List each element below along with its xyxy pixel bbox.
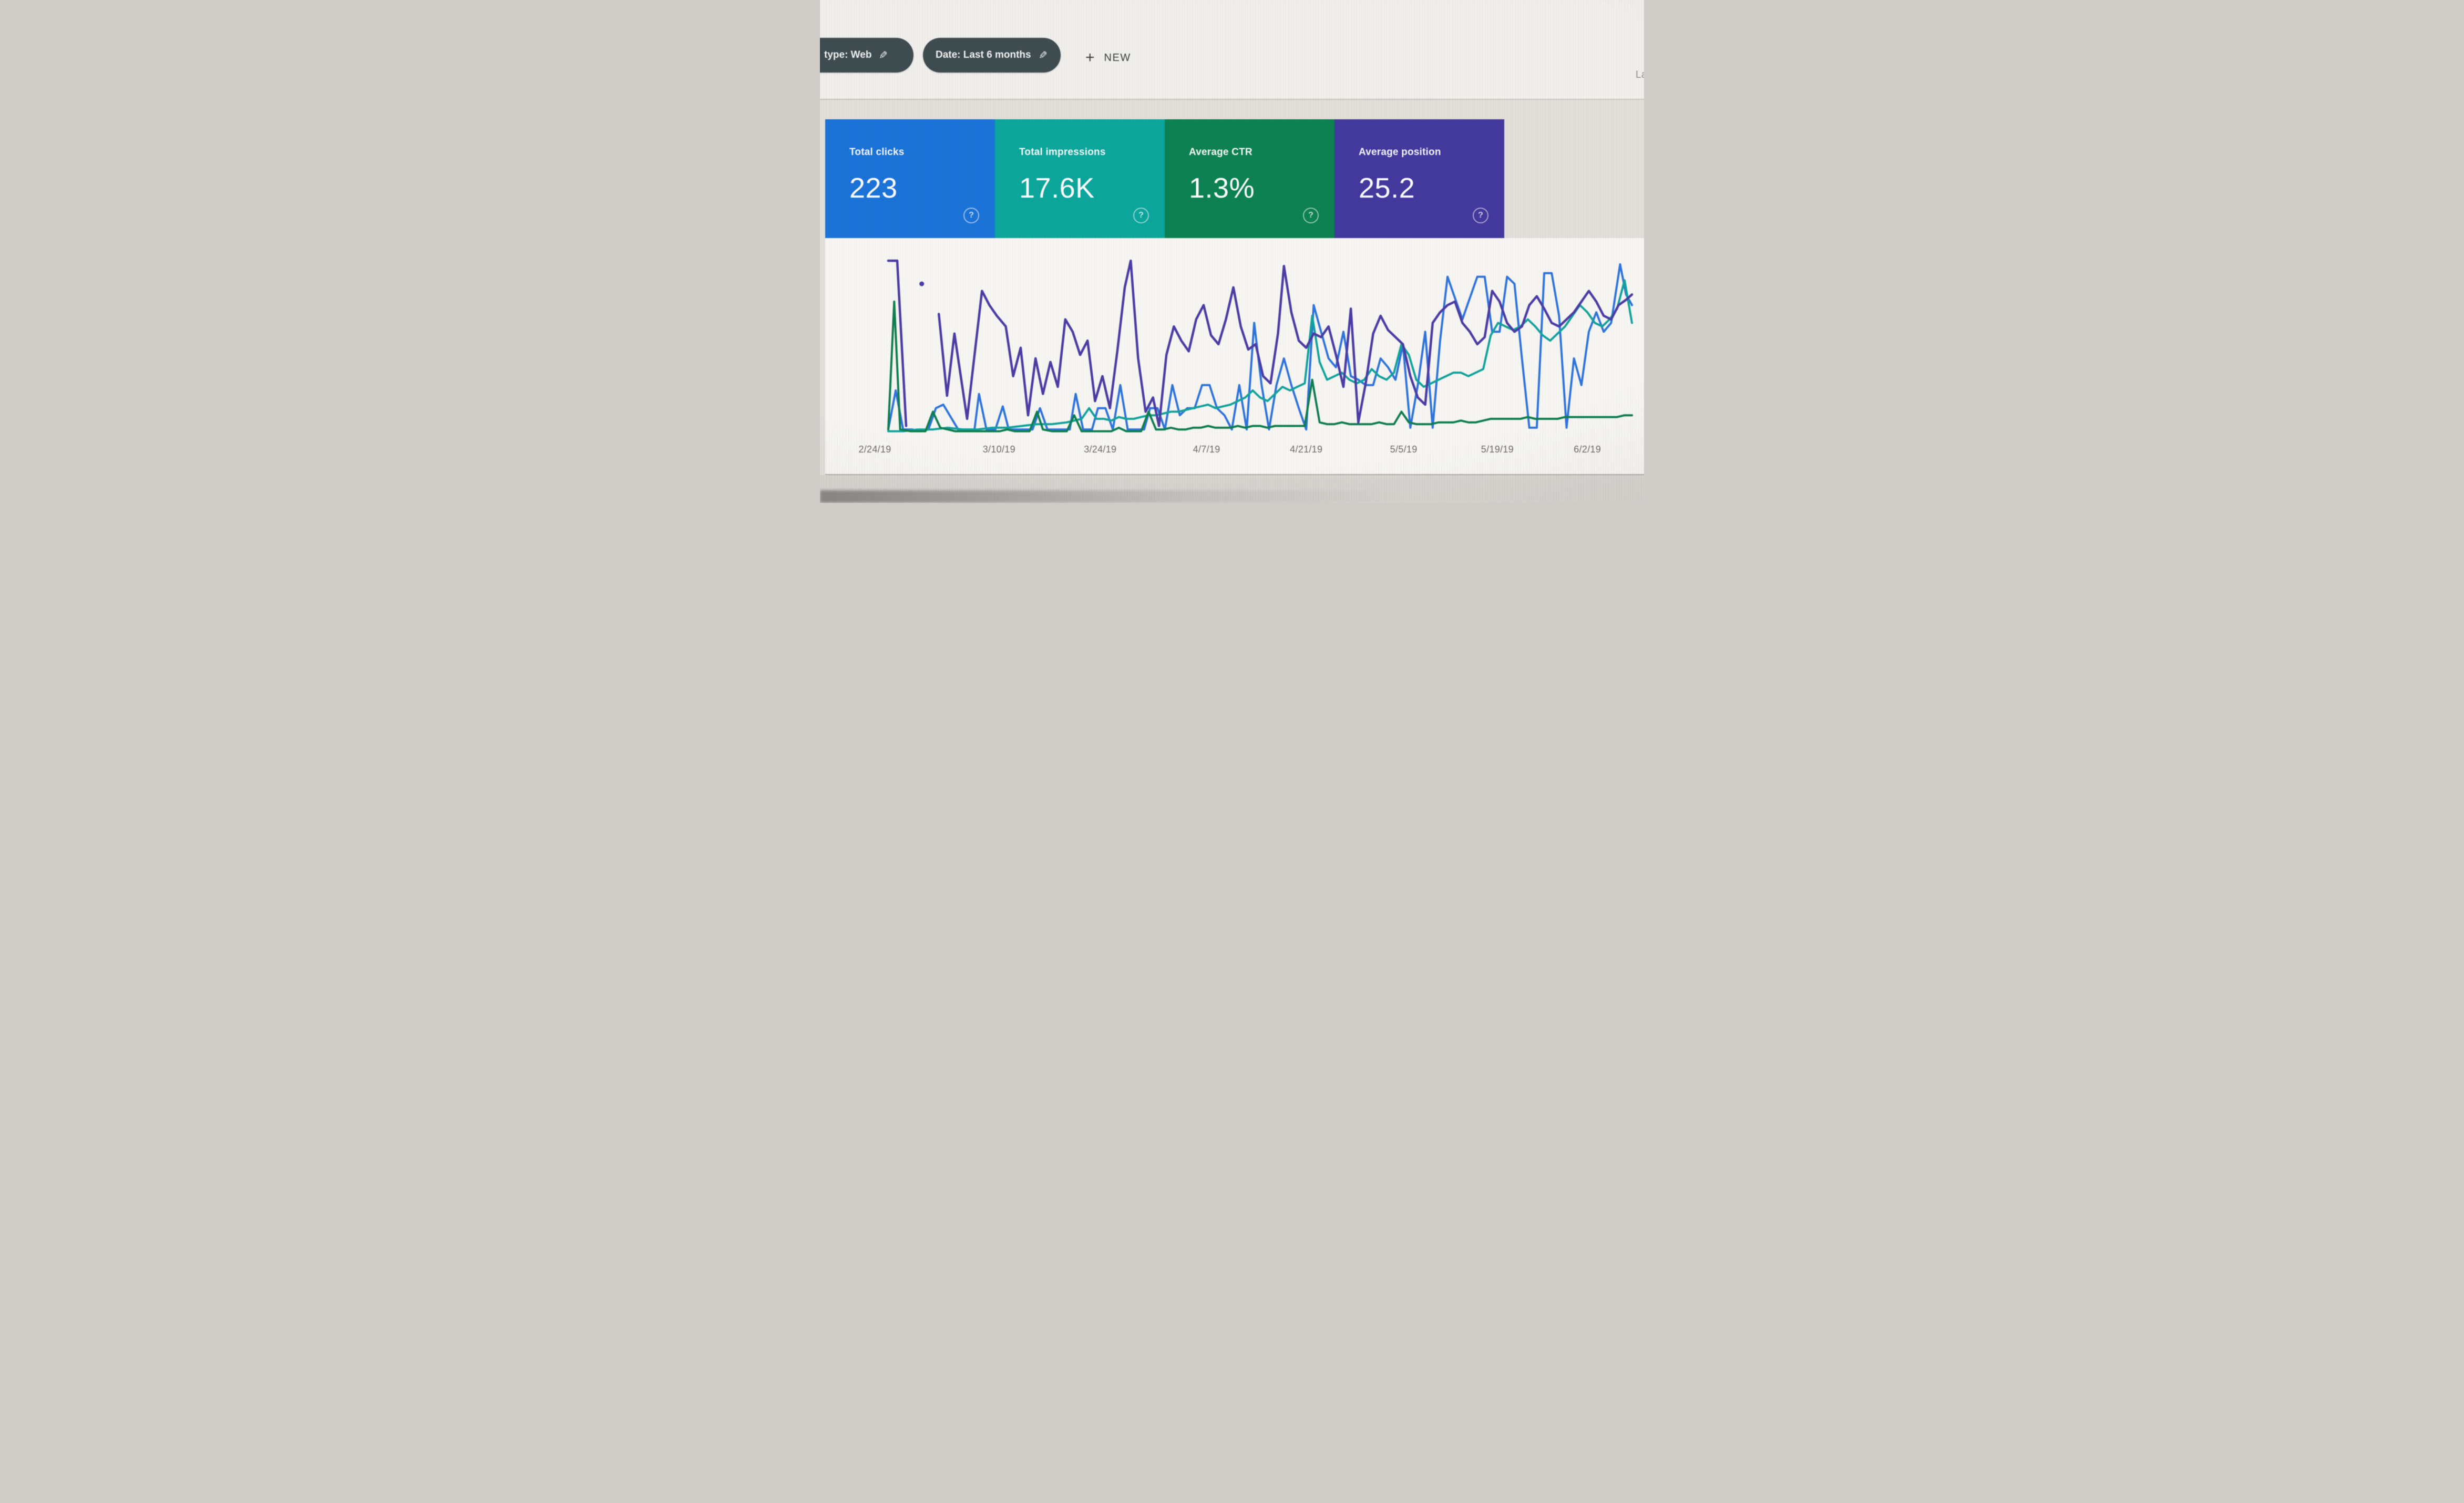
metric-tile-total-impressions[interactable]: Total impressions 17.6K ? bbox=[995, 119, 1165, 238]
date-range-chip-label: Date: Last 6 months bbox=[936, 49, 1031, 60]
series-line-position bbox=[937, 259, 1634, 427]
metric-label: Total impressions bbox=[1019, 147, 1106, 158]
help-icon[interactable]: ? bbox=[1133, 208, 1149, 223]
x-axis-labels: 2/24/19 3/10/19 3/24/19 4/7/19 4/21/19 5… bbox=[825, 238, 1644, 474]
toolbar: type: Web ✎ Date: Last 6 months ✎ + NEW … bbox=[820, 0, 1644, 99]
performance-chart-panel: 2/24/19 3/10/19 3/24/19 4/7/19 4/21/19 5… bbox=[825, 238, 1644, 475]
x-axis-tick-label: 3/10/19 bbox=[982, 444, 1015, 455]
new-filter-button[interactable]: + NEW bbox=[1085, 47, 1131, 68]
metric-label: Total clicks bbox=[849, 147, 905, 158]
performance-line-chart[interactable] bbox=[887, 250, 1634, 436]
search-type-chip-label: type: Web bbox=[824, 49, 872, 60]
toolbar-divider bbox=[820, 99, 1644, 100]
metric-value: 1.3% bbox=[1189, 172, 1255, 204]
edit-pencil-icon[interactable]: ✎ bbox=[1038, 49, 1048, 61]
new-button-label: NEW bbox=[1104, 52, 1131, 64]
metric-value: 17.6K bbox=[1019, 172, 1095, 204]
series-line-ctr bbox=[887, 300, 1633, 433]
search-console-performance-screen: type: Web ✎ Date: Last 6 months ✎ + NEW … bbox=[820, 0, 1644, 503]
help-icon[interactable]: ? bbox=[963, 208, 979, 223]
date-range-filter-chip[interactable]: Date: Last 6 months ✎ bbox=[923, 38, 1061, 73]
metric-tile-average-ctr[interactable]: Average CTR 1.3% ? bbox=[1165, 119, 1334, 238]
metric-tile-total-clicks[interactable]: Total clicks 223 ? bbox=[825, 119, 995, 238]
plus-icon: + bbox=[1085, 49, 1095, 66]
search-type-filter-chip[interactable]: type: Web ✎ bbox=[820, 38, 913, 73]
x-axis-tick-label: 5/5/19 bbox=[1390, 444, 1418, 455]
x-axis-tick-label: 2/24/19 bbox=[858, 444, 891, 455]
x-axis-tick-label: 4/7/19 bbox=[1193, 444, 1220, 455]
series-line-clicks bbox=[887, 263, 1633, 433]
help-icon[interactable]: ? bbox=[1303, 208, 1319, 223]
metric-label: Average CTR bbox=[1189, 147, 1252, 158]
x-axis-tick-label: 5/19/19 bbox=[1481, 444, 1514, 455]
metric-tiles: Total clicks 223 ? Total impressions 17.… bbox=[825, 119, 1504, 238]
metric-value: 223 bbox=[849, 172, 898, 204]
series-line-position bbox=[887, 259, 908, 427]
truncated-right-text: La bbox=[1635, 69, 1644, 80]
x-axis-tick-label: 3/24/19 bbox=[1084, 444, 1117, 455]
metric-label: Average position bbox=[1359, 147, 1441, 158]
x-axis-tick-label: 4/21/19 bbox=[1290, 444, 1323, 455]
metric-value: 25.2 bbox=[1359, 172, 1415, 204]
series-point-position bbox=[919, 281, 925, 286]
photo-bottom-shadow bbox=[820, 490, 1644, 503]
metric-tile-average-position[interactable]: Average position 25.2 ? bbox=[1334, 119, 1504, 238]
edit-pencil-icon[interactable]: ✎ bbox=[879, 49, 888, 61]
x-axis-tick-label: 6/2/19 bbox=[1574, 444, 1601, 455]
help-icon[interactable]: ? bbox=[1473, 208, 1488, 223]
